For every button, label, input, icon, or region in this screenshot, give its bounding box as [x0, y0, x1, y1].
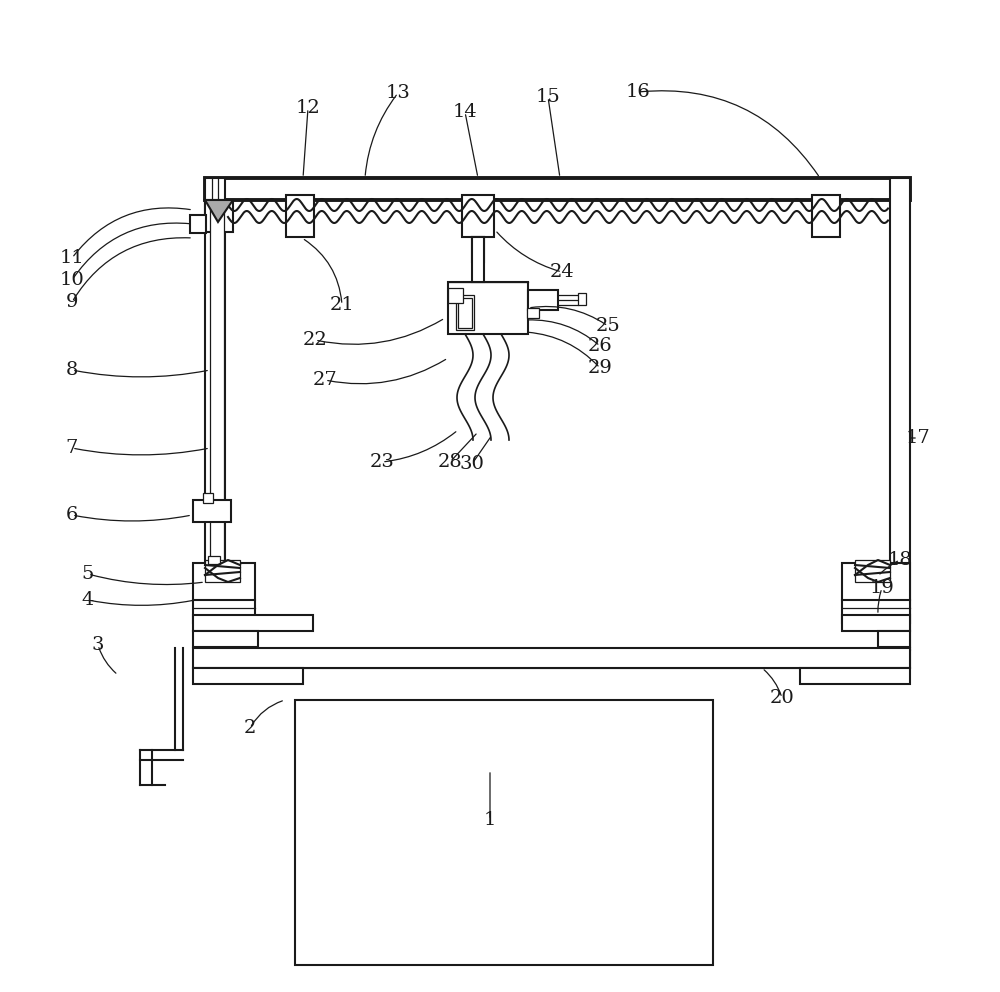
Bar: [812, 195, 840, 237]
Polygon shape: [205, 200, 233, 222]
Bar: [890, 178, 910, 650]
Bar: [527, 308, 539, 318]
Bar: [286, 195, 314, 237]
Bar: [448, 288, 463, 303]
Text: 16: 16: [626, 83, 650, 101]
Text: 27: 27: [313, 371, 337, 389]
Polygon shape: [855, 560, 890, 582]
Bar: [193, 668, 303, 684]
Bar: [190, 215, 206, 233]
Bar: [528, 290, 558, 310]
Bar: [878, 631, 910, 647]
Text: 20: 20: [770, 689, 794, 707]
Text: 11: 11: [60, 249, 84, 267]
Bar: [210, 200, 224, 650]
Bar: [578, 293, 586, 305]
Text: 12: 12: [296, 99, 320, 117]
Bar: [842, 615, 910, 631]
Bar: [842, 563, 910, 623]
Bar: [193, 648, 910, 668]
Text: 17: 17: [906, 429, 930, 447]
Text: 6: 6: [66, 506, 78, 524]
Text: 24: 24: [550, 263, 574, 281]
Text: 28: 28: [438, 453, 462, 471]
Text: 9: 9: [66, 293, 78, 311]
Text: 29: 29: [588, 359, 612, 377]
Bar: [472, 237, 484, 282]
Text: 22: 22: [303, 331, 327, 349]
Text: 7: 7: [66, 439, 78, 457]
Text: 8: 8: [66, 361, 78, 379]
Text: 1: 1: [484, 811, 496, 829]
Bar: [193, 563, 255, 623]
Bar: [462, 195, 494, 237]
Text: 26: 26: [588, 337, 612, 355]
Text: 10: 10: [60, 271, 84, 289]
Text: 25: 25: [596, 317, 620, 335]
Bar: [193, 631, 258, 647]
Bar: [456, 295, 474, 330]
Bar: [208, 556, 220, 564]
Bar: [203, 493, 213, 503]
Bar: [472, 237, 484, 262]
Bar: [800, 668, 910, 684]
Polygon shape: [205, 560, 240, 582]
Text: 4: 4: [82, 591, 94, 609]
Bar: [448, 282, 528, 334]
Text: 23: 23: [370, 453, 394, 471]
Bar: [205, 178, 910, 200]
Text: 5: 5: [82, 565, 94, 583]
Bar: [193, 500, 231, 522]
Text: 19: 19: [870, 579, 894, 597]
Text: 13: 13: [386, 84, 410, 102]
Bar: [205, 178, 225, 650]
Text: 21: 21: [330, 296, 354, 314]
Text: 14: 14: [453, 103, 477, 121]
Text: 3: 3: [92, 636, 104, 654]
Text: 30: 30: [460, 455, 484, 473]
Bar: [295, 700, 713, 965]
Bar: [458, 298, 472, 328]
Text: 2: 2: [244, 719, 256, 737]
Bar: [193, 615, 313, 631]
Text: 18: 18: [888, 551, 912, 569]
Bar: [205, 200, 233, 232]
Text: 15: 15: [536, 88, 560, 106]
Bar: [205, 650, 910, 668]
